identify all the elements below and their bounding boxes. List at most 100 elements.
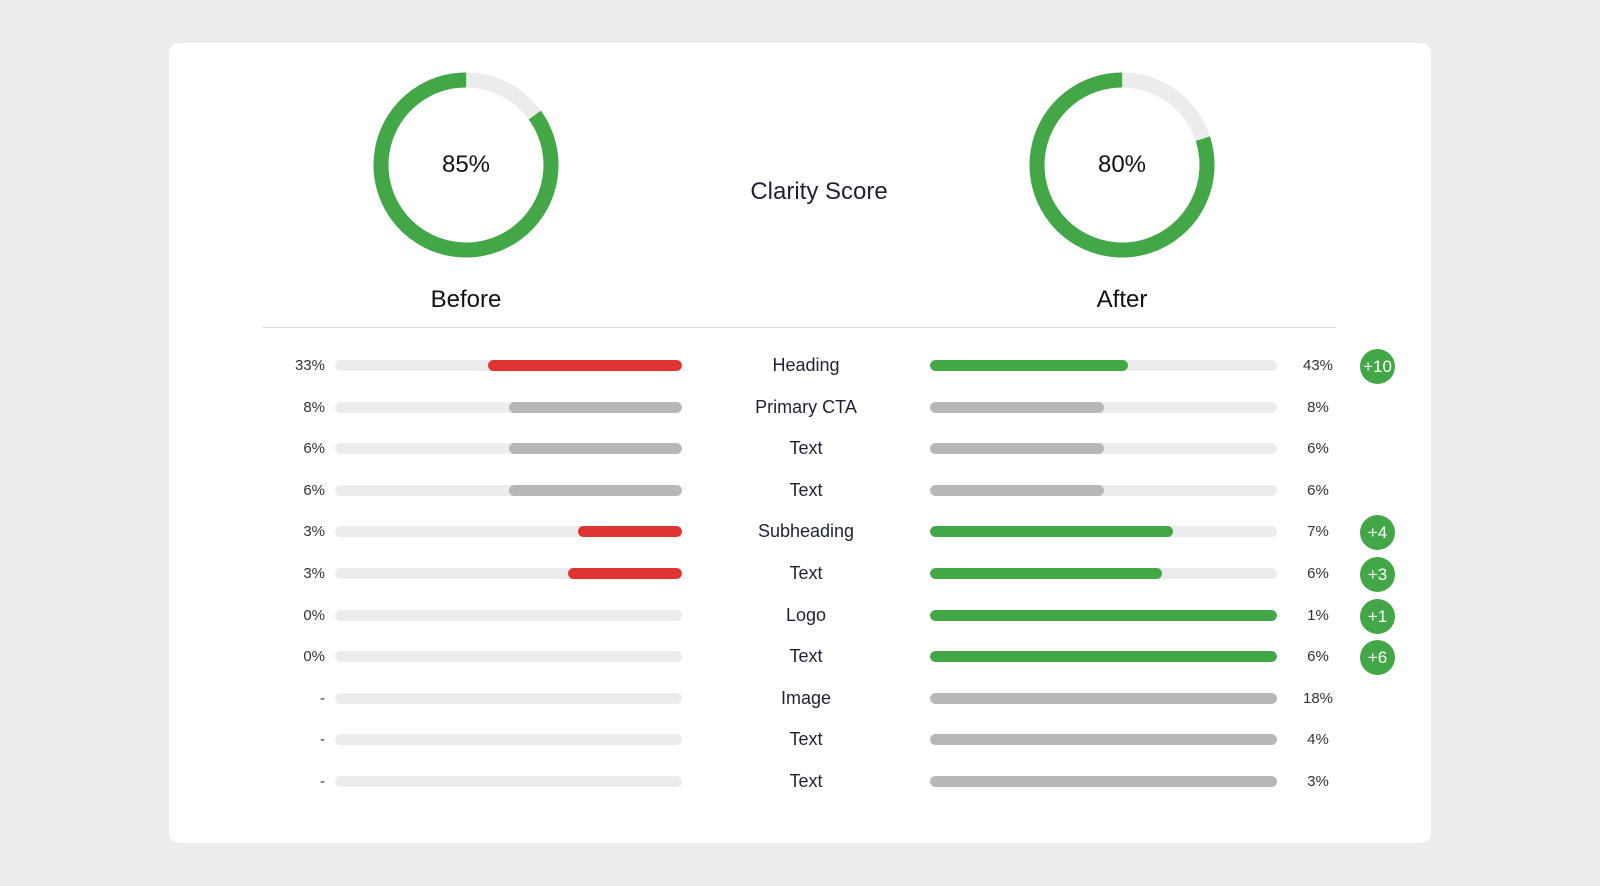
after-percentage: 7%: [1307, 523, 1329, 541]
after-bar-track: [930, 401, 1277, 413]
after-percentage: 3%: [1307, 773, 1329, 790]
after-bar-fill: [930, 401, 1104, 413]
before-percentage: 0%: [303, 606, 325, 624]
element-label: Text: [789, 729, 823, 750]
element-label: Text: [789, 438, 823, 459]
comparison-row: - Image 18%: [169, 678, 1431, 720]
after-bar-track: [930, 734, 1277, 746]
after-donut-arc: [1029, 72, 1215, 258]
after-bar-fill: [930, 568, 1163, 579]
after-score-donut: 80%: [1029, 72, 1215, 258]
comparison-row: 6% Text 6%: [169, 428, 1431, 470]
comparison-row: 3% Text 6% +3: [169, 553, 1431, 595]
comparison-row: - Text 3%: [169, 761, 1431, 803]
element-label: Primary CTA: [755, 396, 857, 417]
page-title: Clarity Score: [750, 178, 888, 205]
comparison-row: 3% Subheading 7% +4: [169, 511, 1431, 553]
before-bar-track: [335, 609, 682, 621]
before-bar-track: [335, 734, 682, 746]
delta-badge: +1: [1360, 598, 1395, 634]
before-bar-track: [335, 484, 682, 496]
before-bar-fill: [567, 568, 682, 579]
before-bar-track: [335, 360, 682, 371]
clarity-score-card: 85% Before Clarity Score 80% After 33% He…: [169, 43, 1431, 843]
before-donut-chart: [373, 72, 559, 258]
after-percentage: 8%: [1307, 398, 1329, 416]
after-percentage: 6%: [1307, 648, 1329, 666]
after-percentage: 43%: [1302, 357, 1334, 374]
comparison-row: - Text 4%: [169, 719, 1431, 761]
after-bar-fill: [930, 776, 1277, 787]
before-percentage: 6%: [303, 440, 325, 458]
before-percentage: -: [320, 773, 325, 790]
element-label: Text: [789, 646, 823, 667]
before-bar-track: [335, 526, 682, 538]
after-percentage: 6%: [1307, 481, 1329, 499]
element-label: Text: [789, 479, 823, 500]
before-label: Before: [430, 286, 502, 313]
before-percentage: -: [320, 731, 325, 749]
before-bar-fill: [508, 484, 682, 496]
after-label: After: [1096, 286, 1148, 313]
before-percentage: 8%: [303, 398, 325, 416]
after-bar-fill: [930, 692, 1277, 704]
after-bar-fill: [930, 651, 1277, 663]
comparison-row: 0% Logo 1% +1: [169, 595, 1431, 637]
after-bar-fill: [930, 360, 1128, 371]
before-bar-track: [335, 443, 682, 455]
after-bar-track: [930, 776, 1277, 787]
section-divider: [262, 327, 1336, 328]
after-bar-track: [930, 609, 1277, 621]
before-bar-fill: [487, 360, 682, 371]
after-percentage: 1%: [1307, 606, 1329, 624]
comparison-row: 33% Heading 43% +10: [169, 345, 1431, 387]
before-bar-track: [335, 568, 682, 579]
delta-badge: +3: [1360, 557, 1395, 592]
after-percentage: 4%: [1307, 731, 1329, 749]
after-bar-track: [930, 568, 1277, 579]
after-percentage: 6%: [1307, 440, 1329, 458]
after-bar-fill: [930, 484, 1104, 496]
after-bar-track: [930, 651, 1277, 663]
element-label: Subheading: [757, 521, 855, 542]
after-bar-track: [930, 443, 1277, 455]
after-donut-chart: [1029, 72, 1215, 258]
before-bar-fill: [508, 443, 682, 455]
before-score-value: 85%: [441, 151, 491, 178]
element-label: Text: [789, 563, 823, 583]
before-percentage: -: [320, 689, 325, 707]
after-bar-track: [930, 360, 1277, 371]
before-percentage: 6%: [303, 481, 325, 499]
after-percentage: 6%: [1307, 565, 1329, 582]
delta-badge: +10: [1360, 349, 1395, 384]
delta-badge: +6: [1360, 640, 1395, 676]
before-bar-track: [335, 651, 682, 663]
after-bar-track: [930, 484, 1277, 496]
after-bar-fill: [930, 443, 1104, 455]
before-bar-fill: [508, 401, 682, 413]
after-bar-track: [930, 526, 1277, 538]
before-percentage: 33%: [294, 357, 325, 374]
after-bar-fill: [930, 734, 1277, 746]
before-score-donut: 85%: [373, 72, 559, 258]
after-bar-track: [930, 692, 1277, 704]
before-percentage: 3%: [303, 565, 325, 582]
after-bar-fill: [930, 609, 1277, 621]
comparison-row: 0% Text 6% +6: [169, 636, 1431, 678]
element-label: Heading: [772, 355, 840, 375]
comparison-row: 8% Primary CTA 8%: [169, 387, 1431, 429]
element-label: Image: [780, 687, 832, 708]
before-percentage: 3%: [303, 523, 325, 541]
before-bar-track: [335, 401, 682, 413]
element-label: Logo: [785, 604, 827, 625]
after-score-value: 80%: [1097, 151, 1147, 178]
before-bar-track: [335, 776, 682, 787]
before-bar-fill: [577, 526, 682, 538]
after-bar-fill: [930, 526, 1173, 538]
delta-badge: +4: [1360, 515, 1395, 551]
before-percentage: 0%: [303, 648, 325, 666]
element-label: Text: [789, 771, 823, 791]
after-percentage: 18%: [1302, 689, 1334, 707]
comparison-row: 6% Text 6%: [169, 470, 1431, 512]
before-bar-track: [335, 692, 682, 704]
